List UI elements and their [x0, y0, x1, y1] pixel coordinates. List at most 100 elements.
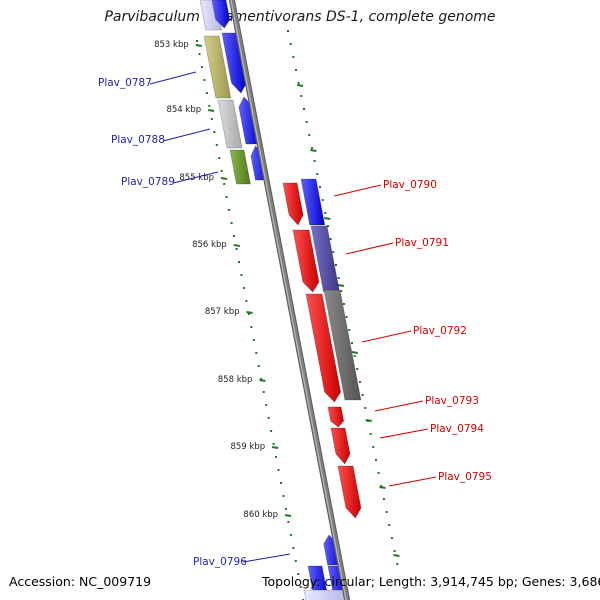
tick-dot	[297, 82, 300, 84]
cds-arrow-plav-0792	[305, 293, 342, 403]
tick-dot	[292, 547, 295, 549]
gene-block	[303, 589, 347, 600]
tick-dot	[350, 342, 353, 344]
tick-dot	[235, 248, 238, 250]
tick-dot	[233, 235, 236, 237]
tick-dot	[277, 469, 280, 471]
tick-dot	[267, 417, 270, 419]
genome-summary-text: Topology: circular; Length: 3,914,745 bp…	[262, 574, 600, 589]
tick-dot	[364, 407, 367, 409]
tick-dot	[369, 433, 372, 435]
tick-dash	[365, 419, 372, 422]
tick-dot	[372, 446, 375, 448]
leader-line-plav-0790	[333, 184, 382, 197]
tick-dash	[271, 446, 279, 449]
tick-dash	[351, 351, 358, 354]
tick-dot	[380, 485, 383, 487]
gene-block-plav-0789	[229, 149, 251, 185]
tick-dash	[393, 554, 400, 557]
gene-label-plav-0788: Plav_0788	[111, 134, 165, 146]
tick-dot	[385, 511, 388, 513]
tick-dot	[305, 121, 308, 123]
tick-dot	[326, 225, 329, 227]
tick-dot	[345, 316, 348, 318]
tick-dash	[259, 379, 266, 382]
ruler-label: 853 kbp	[154, 40, 189, 50]
gene-label-plav-0796: Plav_0796	[193, 556, 247, 568]
cds-arrow	[221, 32, 247, 94]
cds-arrow-plav-0791	[292, 229, 320, 293]
tick-dot	[289, 43, 292, 45]
leader-line-plav-0794	[379, 428, 429, 439]
tick-dash	[324, 217, 331, 220]
tick-dash	[220, 177, 228, 180]
gene-label-plav-0795: Plav_0795	[438, 471, 492, 483]
tick-dash	[296, 84, 304, 87]
tick-dot	[284, 508, 287, 510]
tick-dot	[340, 290, 343, 292]
tick-dot	[316, 173, 319, 175]
tick-dot	[237, 261, 240, 263]
gene-label-plav-0787: Plav_0787	[98, 77, 152, 89]
leader-line-plav-0791	[345, 242, 394, 255]
tick-dot	[208, 105, 211, 107]
tick-dot	[300, 95, 303, 97]
tick-dot	[313, 160, 316, 162]
gene-block-plav-0792	[323, 289, 362, 401]
ruler-label: 857 kbp	[205, 307, 240, 317]
tick-dot	[297, 573, 300, 575]
tick-dot	[260, 378, 263, 380]
tick-dot	[329, 238, 332, 240]
tick-dot	[203, 79, 206, 81]
gene-labels: Plav_0787 Plav_0788 Plav_0789 Plav_0790 Plav…	[98, 71, 492, 568]
tick-dot	[337, 277, 340, 279]
tick-dot	[218, 157, 221, 159]
tick-dash	[284, 514, 292, 517]
tick-dot	[388, 524, 391, 526]
tick-dash	[233, 244, 240, 247]
ruler-label: 856 kbp	[192, 240, 227, 250]
tick-dot	[342, 303, 345, 305]
leader-line-plav-0792	[361, 330, 412, 343]
gene-label-plav-0793: Plav_0793	[425, 395, 479, 407]
genome-backbone	[228, 0, 351, 600]
tick-dot	[361, 394, 364, 396]
map-title: Parvibaculum lavamentivorans DS-1, compl…	[104, 9, 496, 25]
feature-tracks	[199, 0, 362, 600]
tick-dot	[275, 456, 278, 458]
tick-dot	[200, 66, 203, 68]
tick-dot	[310, 147, 313, 149]
tick-dot	[220, 170, 223, 172]
gene-label-plav-0791: Plav_0791	[395, 237, 449, 249]
tick-dot	[302, 108, 305, 110]
cds-arrow-plav-0794	[330, 427, 351, 465]
tick-dot	[299, 586, 302, 588]
tick-dot	[377, 472, 380, 474]
tick-dot	[393, 550, 396, 552]
tick-dot	[390, 537, 393, 539]
tick-dot	[282, 495, 285, 497]
tick-dot	[225, 196, 228, 198]
ruler-label: 858 kbp	[218, 375, 253, 385]
leader-line-plav-0795	[388, 476, 437, 487]
tick-dot	[353, 355, 356, 357]
leader-line-plav-0787	[149, 71, 197, 85]
tick-dot	[294, 560, 297, 562]
tick-dot	[318, 186, 321, 188]
tick-dot	[289, 534, 292, 536]
leader-line-plav-0793	[374, 400, 424, 412]
tick-dot	[324, 212, 327, 214]
cds-arrow-plav-0795	[337, 465, 362, 519]
tick-dot	[348, 329, 351, 331]
gene-block-plav-0787	[203, 35, 232, 99]
tick-dot	[230, 222, 233, 224]
tick-dot	[247, 313, 250, 315]
leader-line-plav-0788	[162, 128, 211, 142]
tick-dot	[294, 69, 297, 71]
tick-dot	[242, 287, 245, 289]
tick-dash	[195, 44, 202, 47]
tick-dot	[358, 381, 361, 383]
tick-dot	[356, 368, 359, 370]
backbone-highlight	[230, 0, 347, 600]
